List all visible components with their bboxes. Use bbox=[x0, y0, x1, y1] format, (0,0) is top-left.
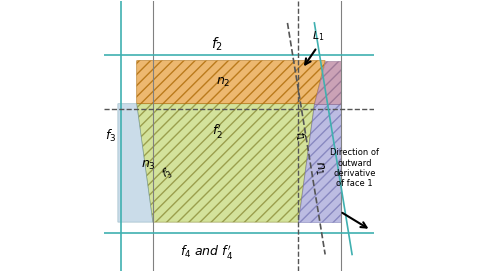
Text: $f_3'$: $f_3'$ bbox=[159, 164, 176, 183]
Polygon shape bbox=[298, 104, 341, 222]
Polygon shape bbox=[137, 61, 325, 104]
Text: $f_1$: $f_1$ bbox=[292, 130, 307, 142]
Text: $f_2$: $f_2$ bbox=[211, 36, 224, 53]
Text: $n_3$: $n_3$ bbox=[141, 159, 156, 172]
Text: $f_3$: $f_3$ bbox=[106, 128, 117, 144]
Text: Direction of
outward
derivative
of face 1: Direction of outward derivative of face … bbox=[330, 148, 379, 188]
Text: $L_1$: $L_1$ bbox=[312, 29, 325, 43]
Text: $n_2$: $n_2$ bbox=[216, 76, 230, 89]
Polygon shape bbox=[315, 61, 341, 104]
Text: $n_1$: $n_1$ bbox=[311, 160, 326, 177]
Polygon shape bbox=[137, 104, 315, 222]
Text: $f_2'$: $f_2'$ bbox=[212, 122, 223, 140]
Polygon shape bbox=[118, 104, 153, 222]
Text: $f_4$ and $f_4'$: $f_4$ and $f_4'$ bbox=[180, 243, 233, 261]
